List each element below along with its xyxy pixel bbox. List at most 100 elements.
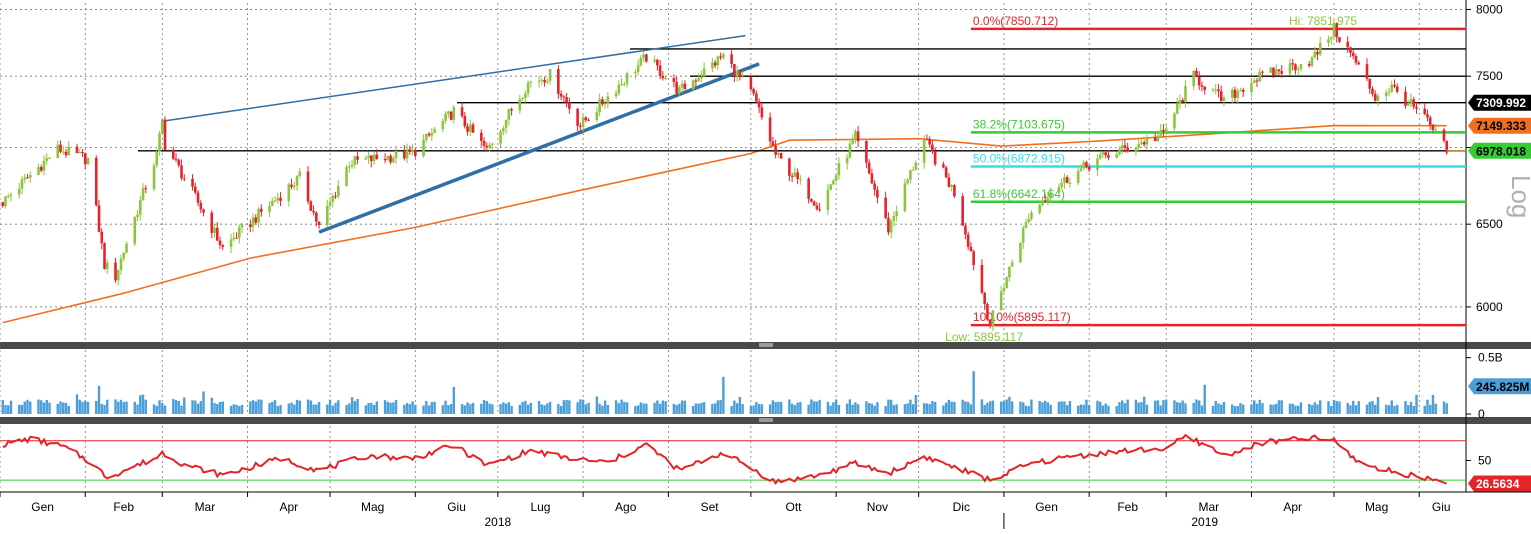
candle-body [873, 183, 876, 190]
candle-body [1142, 142, 1146, 145]
volume-bar [854, 402, 857, 414]
candle [832, 179, 835, 186]
volume-bar [1308, 403, 1311, 414]
candle-body [1184, 86, 1187, 102]
volume-bar [1041, 402, 1044, 414]
volume-bar [991, 400, 995, 414]
volume-bar [1299, 402, 1303, 414]
candle [851, 134, 854, 145]
volume-bar [1173, 400, 1176, 414]
volume-bar [793, 405, 797, 414]
candle [1118, 146, 1121, 156]
volume-bar [444, 400, 447, 414]
candle [485, 142, 489, 152]
candle-body [86, 157, 90, 165]
candle [812, 200, 816, 207]
candle [232, 232, 236, 242]
candle [67, 141, 71, 157]
volume-bar [1239, 403, 1242, 414]
volume-bar [251, 400, 255, 414]
candle [312, 205, 315, 216]
candle [719, 52, 722, 61]
candle-body [356, 156, 359, 160]
volume-bar [634, 406, 637, 414]
candle-body [138, 200, 142, 215]
candle [768, 112, 772, 147]
candle [1085, 160, 1088, 169]
candle [94, 155, 98, 207]
candle-body [116, 269, 120, 281]
candle [697, 72, 700, 82]
volume-bar [678, 403, 681, 414]
volume-bar [196, 403, 200, 414]
volume-bar [1222, 401, 1226, 414]
candle [735, 65, 739, 82]
volume-bar [529, 402, 533, 414]
candle [427, 132, 431, 137]
volume-bar [526, 404, 530, 414]
candle [1211, 87, 1215, 93]
candle [174, 152, 178, 163]
candle [331, 192, 335, 208]
candle-body [614, 93, 618, 97]
candle-body [757, 101, 761, 108]
candle [9, 192, 13, 202]
volume-bar [29, 401, 32, 414]
candle-body [160, 119, 164, 134]
candle-body [719, 56, 722, 58]
candle-body [565, 97, 568, 103]
candle-body [191, 178, 194, 187]
candle-body [620, 83, 623, 85]
candle-body [232, 237, 236, 240]
candle [1068, 177, 1072, 188]
candle [584, 116, 588, 123]
candle [815, 201, 819, 211]
volume-bar [216, 404, 219, 414]
candle-body [452, 107, 456, 120]
candle [471, 122, 475, 133]
candle [447, 110, 450, 119]
candle-body [1371, 88, 1374, 94]
candle [452, 105, 456, 124]
volume-bar [260, 399, 263, 414]
candle-body [524, 93, 527, 98]
candle [163, 116, 167, 151]
candle [526, 80, 530, 97]
volume-bar [7, 405, 10, 414]
candle [1087, 164, 1091, 173]
candle-body [1063, 177, 1066, 183]
volume-bar [249, 401, 252, 414]
candle [97, 199, 101, 233]
candle-body [290, 184, 293, 187]
candle [1269, 67, 1273, 73]
candle [1230, 87, 1234, 104]
volume-bar [254, 401, 257, 414]
candle [1156, 130, 1160, 143]
y-tick-label: 50 [1478, 453, 1492, 467]
volume-bar [232, 404, 235, 414]
volume-bar [411, 401, 414, 414]
candle [931, 140, 934, 155]
candle [125, 241, 128, 254]
volume-bar [928, 403, 931, 414]
volume-bar [312, 404, 315, 414]
volume-bar [815, 401, 819, 414]
volume-bar [1365, 404, 1369, 414]
candle-body [105, 262, 109, 270]
volume-bar [1258, 399, 1261, 414]
volume-bar [158, 400, 161, 414]
candle [1175, 97, 1179, 115]
volume-bar [584, 404, 588, 414]
candle [298, 167, 302, 179]
candle-body [488, 144, 491, 148]
volume-bar [238, 406, 241, 414]
candle [273, 196, 277, 203]
candle-body [1024, 222, 1028, 229]
candle-body [491, 143, 494, 145]
volume-bar [845, 403, 849, 414]
volume-bar [911, 404, 915, 414]
volume-bar [56, 403, 59, 414]
price-tag-box [1468, 378, 1531, 395]
candle [191, 174, 194, 191]
volume-bar [427, 405, 431, 414]
